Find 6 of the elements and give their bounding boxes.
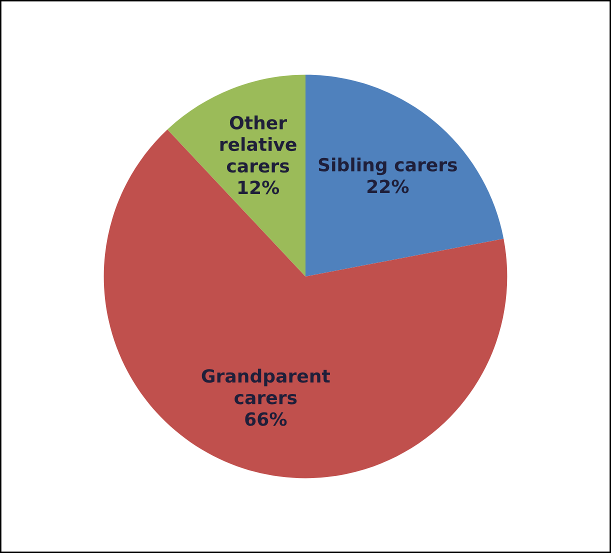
slice-label: Other relative carers [220,116,296,173]
data-label: 22% [367,180,409,194]
data-label: 66% [245,412,287,426]
data-label: 12% [238,180,280,194]
slice-label: Grandparent carers [202,368,330,404]
slice-label: Sibling carers [318,158,457,176]
